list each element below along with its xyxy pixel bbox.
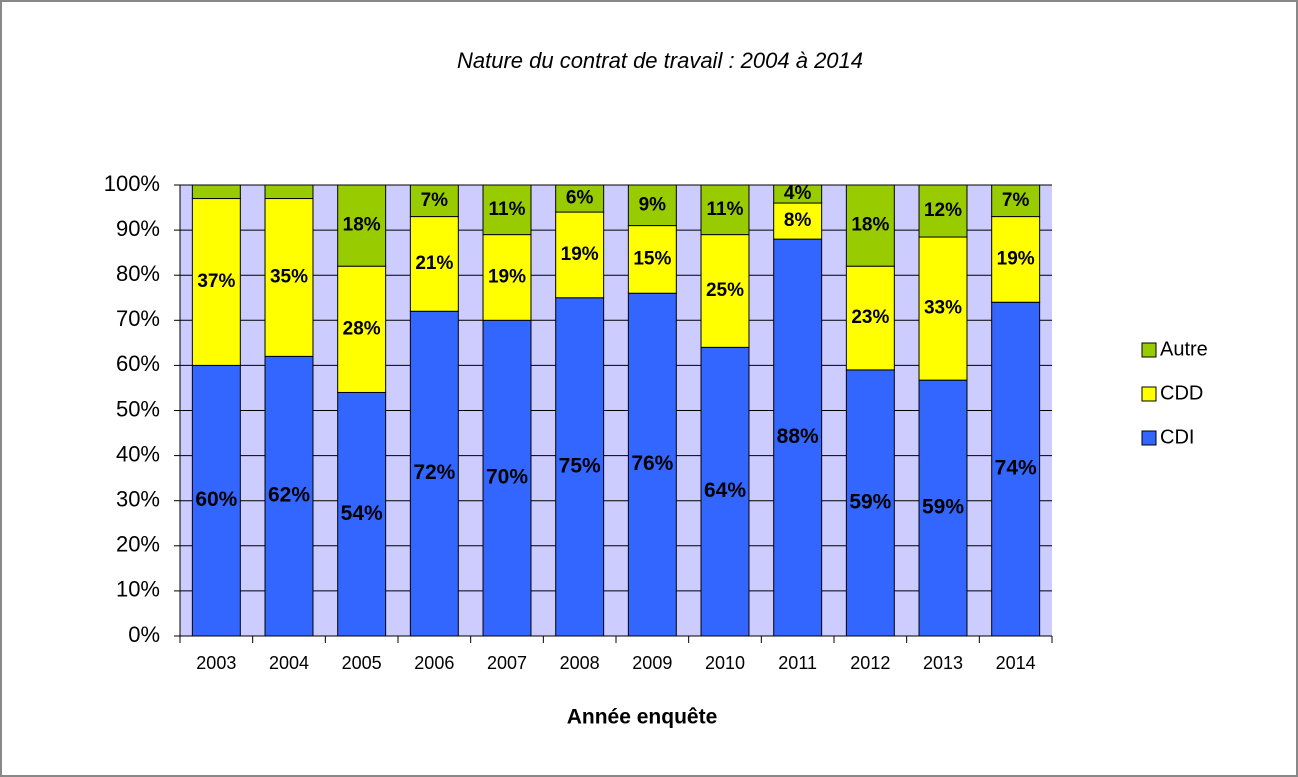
y-tick-label: 30% <box>116 487 160 512</box>
bar-segment <box>845 265 895 371</box>
data-label: 9% <box>639 194 667 215</box>
legend-swatch <box>1141 342 1157 358</box>
bar-segment <box>482 234 532 321</box>
data-label: 11% <box>707 199 744 220</box>
bar-segment <box>627 225 677 294</box>
data-label: 62% <box>268 484 310 507</box>
data-label: 4% <box>784 183 812 204</box>
data-label: 7% <box>1002 190 1030 211</box>
bar-segment <box>409 184 459 218</box>
x-tick-label: 2010 <box>705 653 745 673</box>
data-label: 7% <box>421 190 449 211</box>
bar-segment <box>845 369 895 637</box>
bar-segment <box>409 310 459 637</box>
bar-segment <box>409 216 459 312</box>
bar-segment <box>555 211 605 299</box>
data-label: 59% <box>922 496 964 519</box>
x-tick-label: 2012 <box>850 653 890 673</box>
data-label: 28% <box>343 318 381 339</box>
data-label: 6% <box>566 188 594 209</box>
x-tick-label: 2006 <box>414 653 454 673</box>
data-label: 18% <box>343 215 381 236</box>
chart-title: Nature du contrat de travail : 2004 à 20… <box>457 48 863 73</box>
bar-segment <box>264 198 314 357</box>
bar-segment <box>264 184 314 200</box>
data-label: 59% <box>849 491 891 514</box>
bar-segment <box>482 184 532 236</box>
data-label: 64% <box>704 479 746 502</box>
bar-segment <box>482 319 532 637</box>
legend-swatch <box>1141 386 1157 402</box>
bar-segment <box>991 184 1041 218</box>
y-tick-label: 90% <box>116 216 160 241</box>
data-label: 33% <box>924 298 962 319</box>
legend-label: CDI <box>1160 426 1194 448</box>
data-label: 60% <box>195 488 237 511</box>
x-tick-label: 2013 <box>923 653 963 673</box>
data-label: 19% <box>561 244 599 265</box>
bar-segment <box>627 184 677 227</box>
bar-segment <box>337 184 387 267</box>
data-label: 18% <box>851 215 889 236</box>
x-tick-label: 2014 <box>996 653 1036 673</box>
bar-segment <box>191 198 241 366</box>
x-tick-label: 2011 <box>778 653 817 673</box>
x-tick-label: 2004 <box>269 653 309 673</box>
y-tick-label: 50% <box>116 396 160 421</box>
bar-segment <box>337 265 387 393</box>
data-label: 54% <box>341 502 383 525</box>
bar-segment <box>918 236 968 381</box>
bar-segment <box>773 238 823 637</box>
data-label: 75% <box>559 454 601 477</box>
bar-segment <box>191 184 241 200</box>
x-axis-title: Année enquête <box>567 706 718 729</box>
data-label: 88% <box>777 425 819 448</box>
x-tick-label: 2008 <box>560 653 600 673</box>
y-tick-label: 40% <box>116 441 160 466</box>
y-tick-label: 0% <box>128 622 160 647</box>
data-label: 74% <box>995 457 1037 480</box>
y-tick-label: 70% <box>116 306 160 331</box>
legend-swatch <box>1141 430 1157 446</box>
y-tick-label: 20% <box>116 532 160 557</box>
bar-segment <box>264 355 314 637</box>
y-tick-label: 100% <box>104 171 160 196</box>
data-label: 19% <box>997 248 1035 269</box>
legend-label: CDD <box>1160 382 1203 404</box>
data-label: 19% <box>488 266 526 287</box>
bar-segment <box>991 216 1041 303</box>
data-label: 12% <box>924 200 962 221</box>
legend-label: Autre <box>1160 338 1208 360</box>
data-label: 35% <box>270 266 308 287</box>
y-tick-label: 80% <box>116 261 160 286</box>
bar-segment <box>627 292 677 637</box>
bar-segment <box>773 184 823 204</box>
data-label: 70% <box>486 466 528 489</box>
x-tick-label: 2005 <box>342 653 382 673</box>
y-tick-label: 10% <box>116 577 160 602</box>
bar-segment <box>700 234 750 348</box>
data-label: 37% <box>197 271 235 292</box>
bar-segment <box>918 184 968 238</box>
data-label: 15% <box>633 248 671 269</box>
bar-segment <box>700 184 750 236</box>
y-tick-label: 60% <box>116 351 160 376</box>
x-tick-label: 2003 <box>196 653 236 673</box>
x-tick-label: 2007 <box>487 653 527 673</box>
x-tick-label: 2009 <box>632 653 672 673</box>
bar-segment <box>845 184 895 267</box>
data-label: 25% <box>706 280 744 301</box>
data-label: 23% <box>851 307 889 328</box>
data-label: 11% <box>489 199 526 220</box>
data-label: 76% <box>631 452 673 475</box>
data-label: 8% <box>784 210 812 231</box>
bar-segment <box>337 391 387 637</box>
data-label: 21% <box>415 253 453 274</box>
data-label: 72% <box>413 461 455 484</box>
bar-segment <box>555 184 605 213</box>
